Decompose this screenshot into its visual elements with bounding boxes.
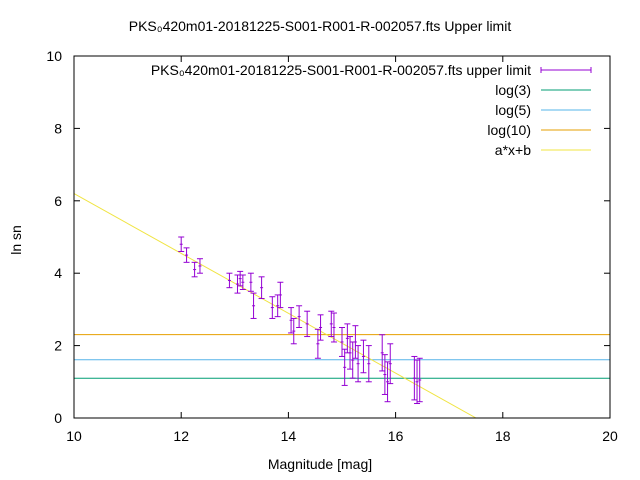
x-tick-label: 16 — [388, 428, 404, 444]
legend-label: a*x+b — [495, 142, 531, 158]
y-axis-label: ln sn — [8, 225, 24, 255]
errorbar-point — [341, 348, 348, 386]
errorbar-point — [258, 276, 265, 300]
errorbar-point — [352, 325, 359, 359]
y-tick-label: 8 — [54, 120, 62, 136]
errorbar-point — [381, 354, 388, 395]
errorbar-point — [234, 274, 241, 294]
errorbar-series — [178, 236, 423, 405]
axis-ticks: 10 12 14 16 18 20 0 2 4 6 8 10 — [46, 48, 618, 444]
errorbar-point — [178, 236, 185, 252]
errorbar-point — [314, 328, 321, 359]
errorbar-point — [288, 307, 295, 334]
errorbar-point — [191, 261, 198, 278]
legend: PKS₀420m01-20181225-S001-R001-R-002057.f… — [151, 62, 592, 158]
errorbar-point — [330, 312, 337, 343]
fit-line — [74, 193, 477, 418]
errorbar-point — [355, 345, 362, 383]
errorbar-point — [411, 355, 418, 401]
errorbar-point — [365, 345, 372, 383]
y-tick-label: 6 — [54, 193, 62, 209]
y-tick-label: 0 — [54, 410, 62, 426]
errorbar-point — [416, 357, 423, 403]
errorbar-point — [296, 305, 303, 328]
errorbar-point — [196, 258, 203, 274]
errorbar-point — [237, 270, 244, 287]
fit-line-segment — [74, 193, 477, 418]
legend-label: log(3) — [495, 82, 531, 98]
errorbar-point — [250, 292, 257, 319]
legend-label: log(5) — [495, 102, 531, 118]
errorbar-point — [183, 247, 190, 263]
x-tick-label: 18 — [495, 428, 511, 444]
x-tick-label: 10 — [66, 428, 82, 444]
chart-title: PKS₀420m01-20181225-S001-R001-R-002057.f… — [128, 18, 512, 34]
x-axis-label: Magnitude [mag] — [267, 456, 373, 472]
errorbar-point — [239, 274, 246, 290]
y-tick-label: 4 — [54, 265, 62, 281]
errorbar-point — [290, 317, 297, 345]
errorbar-point — [304, 310, 311, 338]
legend-label: PKS₀420m01-20181225-S001-R001-R-002057.f… — [151, 62, 531, 78]
errorbar-point — [339, 327, 345, 357]
errorbar-point — [247, 272, 254, 292]
y-tick-label: 10 — [46, 48, 62, 64]
x-tick-label: 12 — [173, 428, 189, 444]
errorbar-point — [269, 296, 276, 319]
errorbar-point — [328, 310, 335, 338]
x-tick-label: 20 — [602, 428, 618, 444]
x-tick-label: 14 — [281, 428, 297, 444]
errorbar-point — [226, 272, 233, 289]
errorbar-point — [277, 281, 284, 309]
legend-label: log(10) — [487, 122, 531, 138]
errorbar-point — [379, 334, 386, 372]
errorbar-point — [317, 314, 324, 341]
errorbar-point — [349, 341, 356, 379]
errorbar-point — [360, 339, 367, 374]
y-tick-label: 2 — [54, 338, 62, 354]
errorbar-point — [344, 323, 351, 354]
errorbar-point — [414, 359, 421, 405]
errorbar-point — [387, 343, 394, 385]
plot-frame — [73, 55, 611, 419]
errorbar-point — [384, 361, 391, 403]
